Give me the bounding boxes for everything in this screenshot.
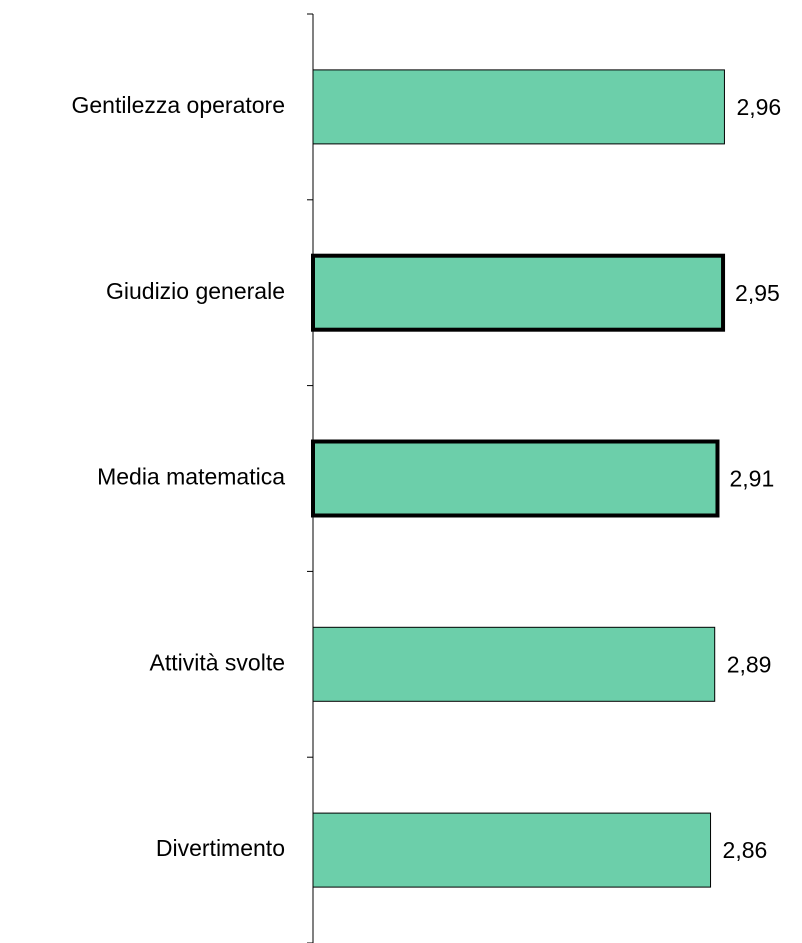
- y-tick-label: Gentilezza operatore: [71, 92, 285, 118]
- value-label: 2,95: [735, 280, 780, 306]
- bar: [311, 253, 726, 332]
- y-tick-label: Divertimento: [156, 835, 285, 861]
- bar: [312, 626, 716, 702]
- value-label: 2,89: [727, 651, 772, 677]
- y-tick-label: Media matematica: [97, 464, 285, 490]
- value-label: 2,96: [736, 94, 781, 120]
- y-tick-label: Attività svolte: [150, 649, 286, 675]
- y-tick-label: Giudizio generale: [106, 278, 285, 304]
- value-label: 2,86: [723, 837, 768, 863]
- bar: [311, 439, 720, 518]
- value-label: 2,91: [729, 466, 774, 492]
- bar: [312, 69, 725, 145]
- bar: [312, 812, 712, 888]
